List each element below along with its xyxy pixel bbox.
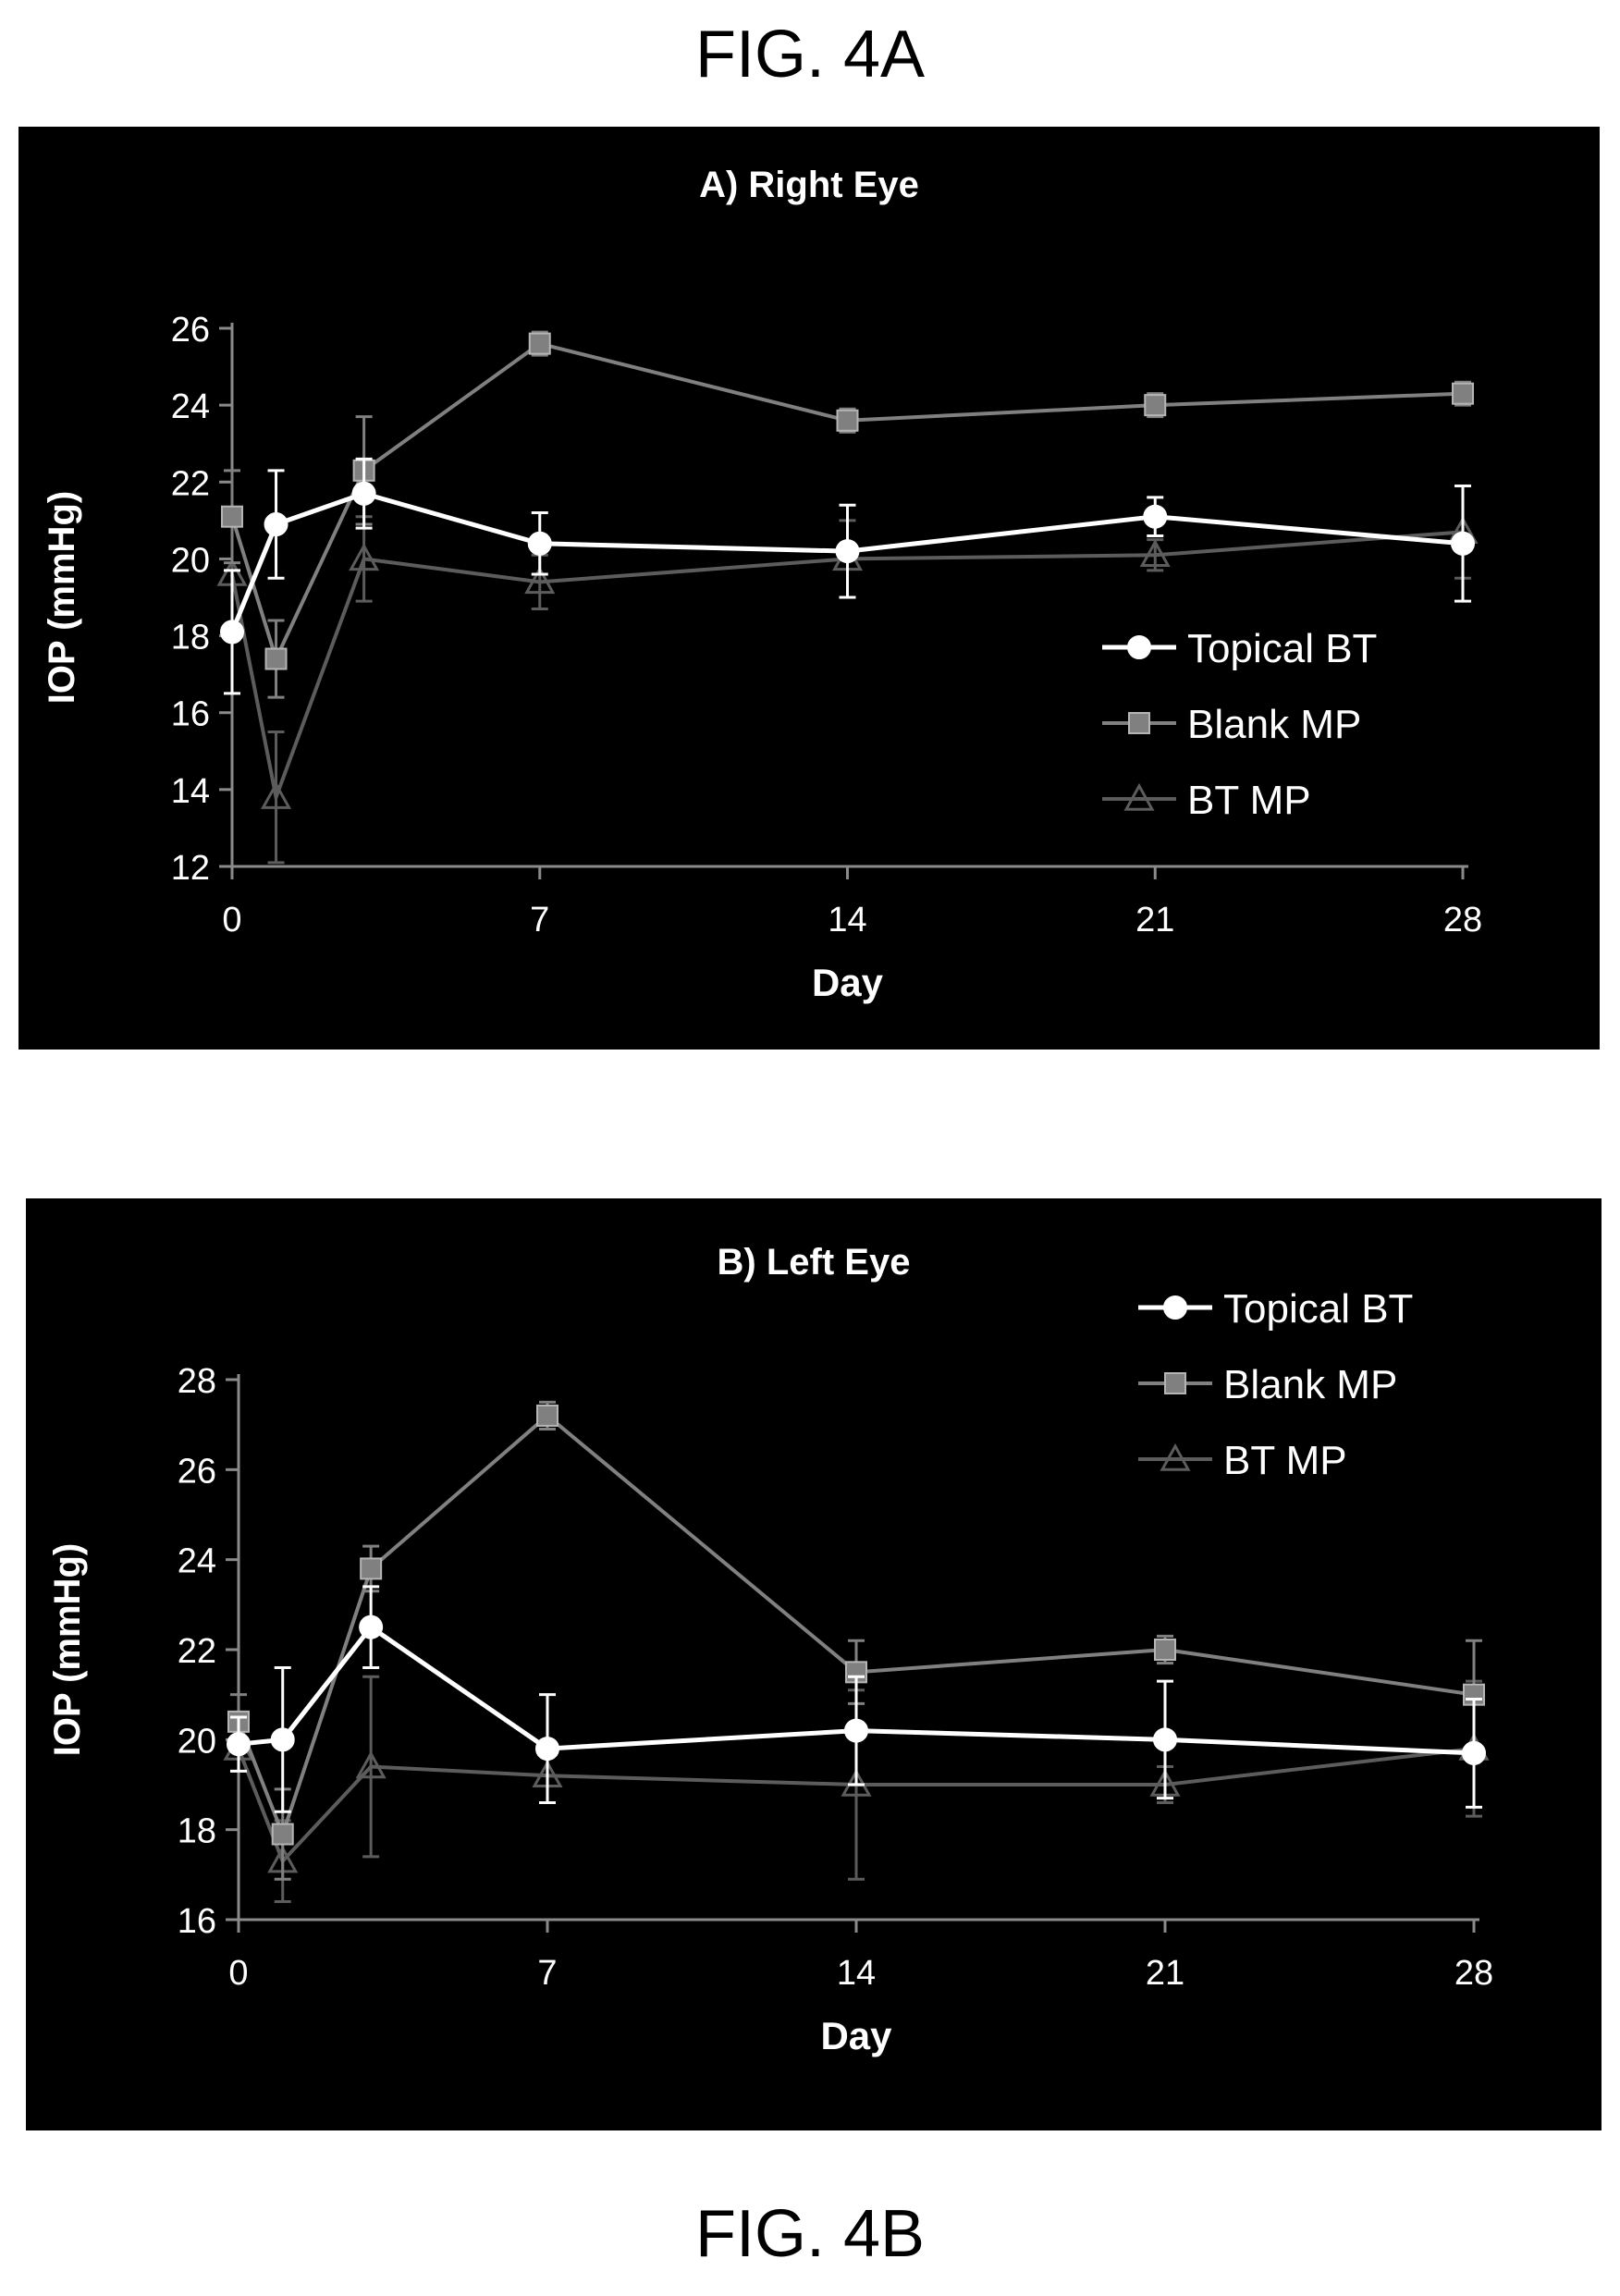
y-tick-label: 16 bbox=[178, 1902, 216, 1941]
data-point bbox=[535, 1737, 559, 1762]
data-point bbox=[355, 1750, 387, 1779]
legend-label: Blank MP bbox=[1187, 702, 1361, 747]
legend: Topical BT Blank MP BT MP bbox=[1102, 626, 1377, 823]
y-tick-label: 22 bbox=[171, 464, 210, 503]
data-point bbox=[835, 539, 860, 564]
legend-item-topical-bt: Topical BT bbox=[1102, 626, 1377, 671]
data-point bbox=[349, 543, 380, 571]
data-point bbox=[351, 481, 376, 506]
data-point bbox=[264, 512, 288, 537]
data-point bbox=[527, 531, 552, 556]
data-point bbox=[1144, 394, 1167, 417]
data-point bbox=[1462, 1740, 1486, 1765]
legend-item-blank-mp: Blank MP bbox=[1138, 1362, 1397, 1407]
data-point bbox=[260, 781, 292, 809]
y-tick-label: 24 bbox=[178, 1542, 216, 1581]
data-point bbox=[1139, 539, 1171, 567]
data-point bbox=[264, 647, 288, 670]
legend-item-blank-mp: Blank MP bbox=[1102, 702, 1361, 747]
y-tick-label: 18 bbox=[178, 1812, 216, 1851]
series-topical-bt bbox=[220, 457, 1475, 695]
x-tick-label: 0 bbox=[228, 1954, 248, 1993]
y-tick-label: 20 bbox=[178, 1722, 216, 1761]
series-bt-mp bbox=[216, 484, 1479, 865]
legend-item-bt-mp: BT MP bbox=[1102, 778, 1311, 823]
x-axis-label: Day bbox=[812, 961, 884, 1004]
data-point bbox=[524, 566, 556, 595]
data-point bbox=[1154, 1639, 1176, 1661]
y-tick-label: 20 bbox=[171, 541, 210, 580]
legend-marker bbox=[1127, 635, 1151, 659]
y-tick-label: 12 bbox=[171, 849, 210, 888]
data-point bbox=[1451, 531, 1475, 556]
legend-marker bbox=[1164, 1372, 1186, 1394]
legend-item-topical-bt: Topical BT bbox=[1138, 1286, 1413, 1332]
y-axis-label: IOP (mmHg) bbox=[47, 1543, 88, 1756]
data-point bbox=[221, 505, 243, 528]
legend-marker bbox=[1160, 1443, 1191, 1471]
data-point bbox=[1452, 382, 1474, 405]
chart-panel-right-eye: A) Right Eye 12 14 16 18 20 22 24 26 0 7 14 21 28 Day I… bbox=[18, 127, 1600, 1050]
legend-label: Topical BT bbox=[1187, 626, 1377, 671]
y-tick-label: 26 bbox=[171, 311, 210, 350]
data-point bbox=[360, 1557, 383, 1580]
legend-label: Blank MP bbox=[1223, 1362, 1397, 1407]
x-tick-label: 7 bbox=[530, 901, 549, 939]
x-tick-label: 21 bbox=[1146, 1954, 1184, 1993]
x-tick-label: 28 bbox=[1443, 901, 1482, 939]
y-tick-label: 28 bbox=[178, 1362, 216, 1401]
data-point bbox=[220, 620, 244, 645]
x-tick-label: 7 bbox=[537, 1954, 557, 1993]
x-tick-label: 14 bbox=[828, 901, 866, 939]
x-tick-label: 0 bbox=[222, 901, 241, 939]
legend-marker bbox=[1128, 712, 1150, 734]
legend-marker bbox=[1163, 1295, 1187, 1320]
y-tick-label: 18 bbox=[171, 619, 210, 657]
legend: Topical BT Blank MP BT MP bbox=[1138, 1286, 1413, 1483]
x-tick-label: 21 bbox=[1135, 901, 1174, 939]
legend-label: BT MP bbox=[1223, 1438, 1347, 1483]
legend-marker bbox=[1123, 782, 1155, 811]
x-tick-label: 28 bbox=[1454, 1954, 1493, 1993]
series-topical-bt bbox=[227, 1585, 1486, 1813]
figure-label-top: FIG. 4A bbox=[694, 18, 926, 92]
y-tick-label: 16 bbox=[171, 695, 210, 734]
data-point bbox=[844, 1718, 868, 1743]
data-point bbox=[536, 1404, 558, 1427]
legend-label: BT MP bbox=[1187, 778, 1311, 823]
chart-right-eye: A) Right Eye 12 14 16 18 20 22 24 26 0 7 14 21 28 Day I… bbox=[42, 165, 1482, 1004]
y-tick-label: 22 bbox=[178, 1632, 216, 1671]
chart-title: B) Left Eye bbox=[718, 1242, 911, 1283]
data-point bbox=[528, 332, 551, 355]
data-point bbox=[271, 1823, 294, 1846]
data-point bbox=[359, 1615, 384, 1639]
data-point bbox=[1153, 1727, 1177, 1752]
series-line bbox=[230, 530, 1464, 804]
legend-item-bt-mp: BT MP bbox=[1138, 1438, 1347, 1483]
chart-title: A) Right Eye bbox=[699, 165, 919, 205]
data-point bbox=[1143, 504, 1168, 529]
data-point bbox=[836, 409, 859, 432]
y-tick-label: 14 bbox=[171, 772, 210, 811]
chart-panel-left-eye: B) Left Eye 16 18 20 22 24 26 28 0 7 14 21 28 Day IOP … bbox=[26, 1198, 1602, 2130]
y-tick-label: 26 bbox=[178, 1452, 216, 1491]
y-axis-label: IOP (mmHg) bbox=[42, 491, 82, 704]
x-axis-label: Day bbox=[820, 2014, 892, 2057]
y-tick-label: 24 bbox=[171, 387, 210, 426]
data-point bbox=[227, 1732, 251, 1757]
series-line bbox=[230, 341, 1464, 665]
x-tick-label: 14 bbox=[837, 1954, 876, 1993]
legend-label: Topical BT bbox=[1223, 1286, 1413, 1332]
data-point bbox=[270, 1727, 295, 1752]
figure-label-bottom: FIG. 4B bbox=[694, 2197, 926, 2271]
chart-left-eye: B) Left Eye 16 18 20 22 24 26 28 0 7 14 21 28 Day IOP … bbox=[47, 1242, 1493, 2057]
